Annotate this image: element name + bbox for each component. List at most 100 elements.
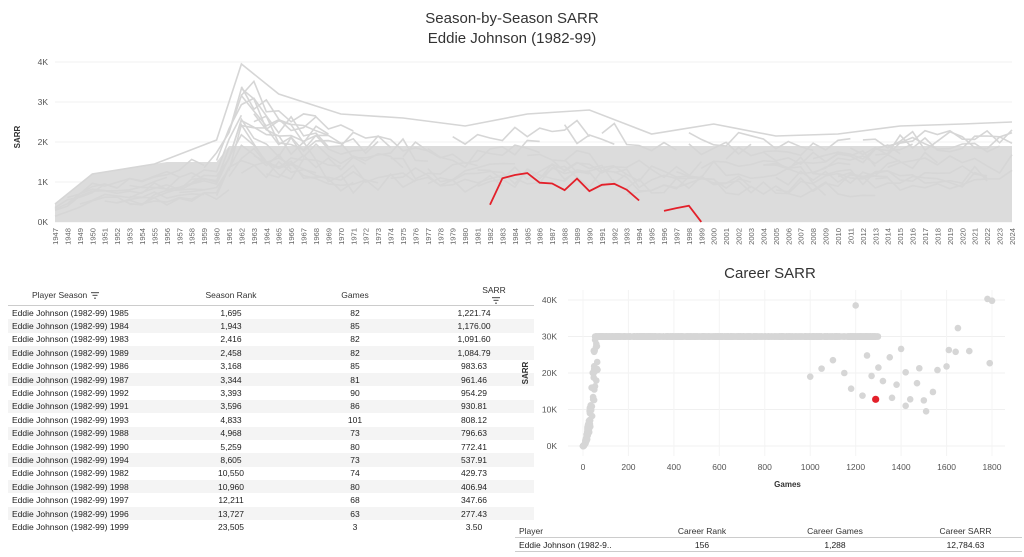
scatter-point: [802, 333, 809, 340]
scatter-point: [830, 333, 838, 340]
scatter-point: [625, 333, 632, 340]
table-row[interactable]: Eddie Johnson (1982-99) 1996 13,727 63 277.…: [8, 506, 534, 521]
header-career-sarr[interactable]: Career SARR: [909, 524, 1022, 538]
table-row[interactable]: Eddie Johnson (1982-99) 1998 10,960 80 406.…: [8, 480, 534, 494]
scatter-point: [627, 333, 634, 340]
scatter-point: [836, 333, 844, 340]
scatter-point: [815, 333, 823, 340]
scatter-point: [741, 333, 748, 340]
scatter-point: [602, 333, 609, 340]
x-tick-label: 1964: [262, 228, 271, 245]
table-row[interactable]: Eddie Johnson (1982-99) 1982 10,550 74 429.…: [8, 467, 534, 480]
scatter-point: [648, 333, 655, 340]
background-series-line: [477, 168, 615, 189]
table-row[interactable]: Eddie Johnson (1982-99) 1983 2,416 82 1,091…: [8, 333, 534, 346]
season-rank-cell: 8,605: [166, 453, 296, 467]
scatter-point: [865, 333, 873, 340]
table-row[interactable]: Eddie Johnson (1982-99) 1989 2,458 82 1,084…: [8, 346, 534, 360]
scatter-point: [583, 434, 590, 441]
sort-icon[interactable]: [492, 297, 500, 305]
table-row[interactable]: Eddie Johnson (1982-99) 1992 3,393 90 954.2…: [8, 386, 534, 399]
table-row[interactable]: Eddie Johnson (1982-99) 1993 4,833 101 808.…: [8, 413, 534, 426]
table-row[interactable]: Eddie Johnson (1982-99) 1986 3,168 85 983.6…: [8, 360, 534, 373]
background-series-line: [240, 79, 317, 123]
header-player-season[interactable]: Player Season: [8, 285, 166, 306]
highlight-series-line[interactable]: [663, 204, 703, 223]
table-row[interactable]: Eddie Johnson (1982-99) 1997 12,211 68 347.…: [8, 493, 534, 506]
highlight-point[interactable]: [872, 395, 880, 403]
table-row[interactable]: Eddie Johnson (1982-99) 1988 4,968 73 796.6…: [8, 426, 534, 440]
x-tick-label: 1996: [660, 228, 669, 245]
scatter-point: [607, 333, 615, 340]
scatter-point: [779, 333, 786, 340]
scatter-point: [792, 333, 800, 340]
scatter-point: [657, 333, 664, 340]
scatter-point: [589, 393, 597, 401]
table-row[interactable]: Eddie Johnson (1982-99) 1987 3,344 81 961.4…: [8, 372, 534, 387]
season-sarr-line-chart[interactable]: 0K 1K 2K 3K 4K SARR 1947 1948 1949 1950 1951 1952 19…: [0, 0, 1024, 265]
scatter-point: [859, 392, 866, 399]
sarr-cell: 1,176.00: [414, 319, 534, 333]
scatter-point: [847, 333, 855, 340]
header-career-games[interactable]: Career Games: [761, 524, 909, 538]
scatter-point: [583, 428, 591, 436]
x-tick-label: 1978: [436, 228, 445, 245]
scatter-point: [657, 333, 665, 340]
career-chart-title: Career SARR: [724, 265, 816, 282]
scatter-point: [847, 333, 855, 340]
scatter-point: [829, 333, 836, 340]
scatter-point: [769, 333, 777, 340]
scatter-point: [593, 333, 600, 340]
table-row[interactable]: Eddie Johnson (1982-99) 1991 3,596 86 930.8…: [8, 399, 534, 414]
scatter-point: [602, 333, 610, 340]
career-table-row[interactable]: Eddie Johnson (1982-9.. 156 1,288 12,784…: [515, 537, 1022, 552]
table-row[interactable]: Eddie Johnson (1982-99) 1990 5,259 80 772.4…: [8, 440, 534, 453]
scatter-point: [779, 333, 787, 340]
table-row[interactable]: Eddie Johnson (1982-99) 1984 1,943 85 1,176…: [8, 319, 534, 333]
scatter-point: [852, 333, 860, 340]
table-row[interactable]: Eddie Johnson (1982-99) 1985 1,695 82 1,221…: [8, 306, 534, 320]
scatter-point: [828, 333, 835, 340]
scatter-point: [607, 333, 614, 340]
header-player[interactable]: Player: [515, 524, 643, 538]
x-tick-label: 1987: [548, 228, 557, 245]
scatter-point: [705, 333, 712, 340]
scatter-point: [627, 333, 634, 340]
scatter-point: [609, 333, 616, 340]
scatter-point: [867, 333, 874, 340]
header-career-rank[interactable]: Career Rank: [643, 524, 761, 538]
season-rank-cell: 4,833: [220, 414, 242, 425]
header-season-rank[interactable]: Season Rank: [166, 285, 296, 306]
scatter-point: [703, 333, 711, 340]
scatter-point: [652, 333, 659, 340]
scatter-point: [686, 333, 693, 340]
scatter-point: [852, 333, 859, 340]
scatter-point: [714, 333, 722, 340]
scatter-point: [718, 333, 726, 340]
highlight-series-line[interactable]: [489, 172, 640, 206]
scatter-point: [735, 333, 743, 340]
scatter-point: [714, 333, 722, 340]
scatter-point: [669, 333, 677, 340]
scatter-point: [808, 333, 815, 340]
scatter-point: [716, 333, 724, 340]
scatter-point: [717, 333, 724, 340]
scatter-point: [759, 333, 767, 340]
header-games[interactable]: Games: [296, 285, 414, 306]
scatter-point: [871, 333, 878, 340]
sort-icon[interactable]: [91, 292, 100, 300]
scatter-point: [727, 333, 734, 340]
games-cell: 73: [296, 426, 414, 440]
scatter-point: [716, 333, 723, 340]
scatter-point: [857, 333, 865, 340]
header-sarr[interactable]: SARR: [414, 285, 534, 306]
y-tick-label: 20K: [542, 368, 557, 378]
x-tick-label: 1998: [685, 228, 694, 245]
scatter-point: [817, 333, 825, 340]
season-table: Player Season Season Rank Games SARR Edd…: [8, 285, 534, 534]
scatter-point: [824, 333, 831, 340]
scatter-point: [579, 442, 587, 450]
table-row[interactable]: Eddie Johnson (1982-99) 1999 23,505 3 3.50: [8, 520, 534, 533]
table-row[interactable]: Eddie Johnson (1982-99) 1994 8,605 73 537.9…: [8, 453, 534, 467]
scatter-point: [852, 302, 859, 309]
